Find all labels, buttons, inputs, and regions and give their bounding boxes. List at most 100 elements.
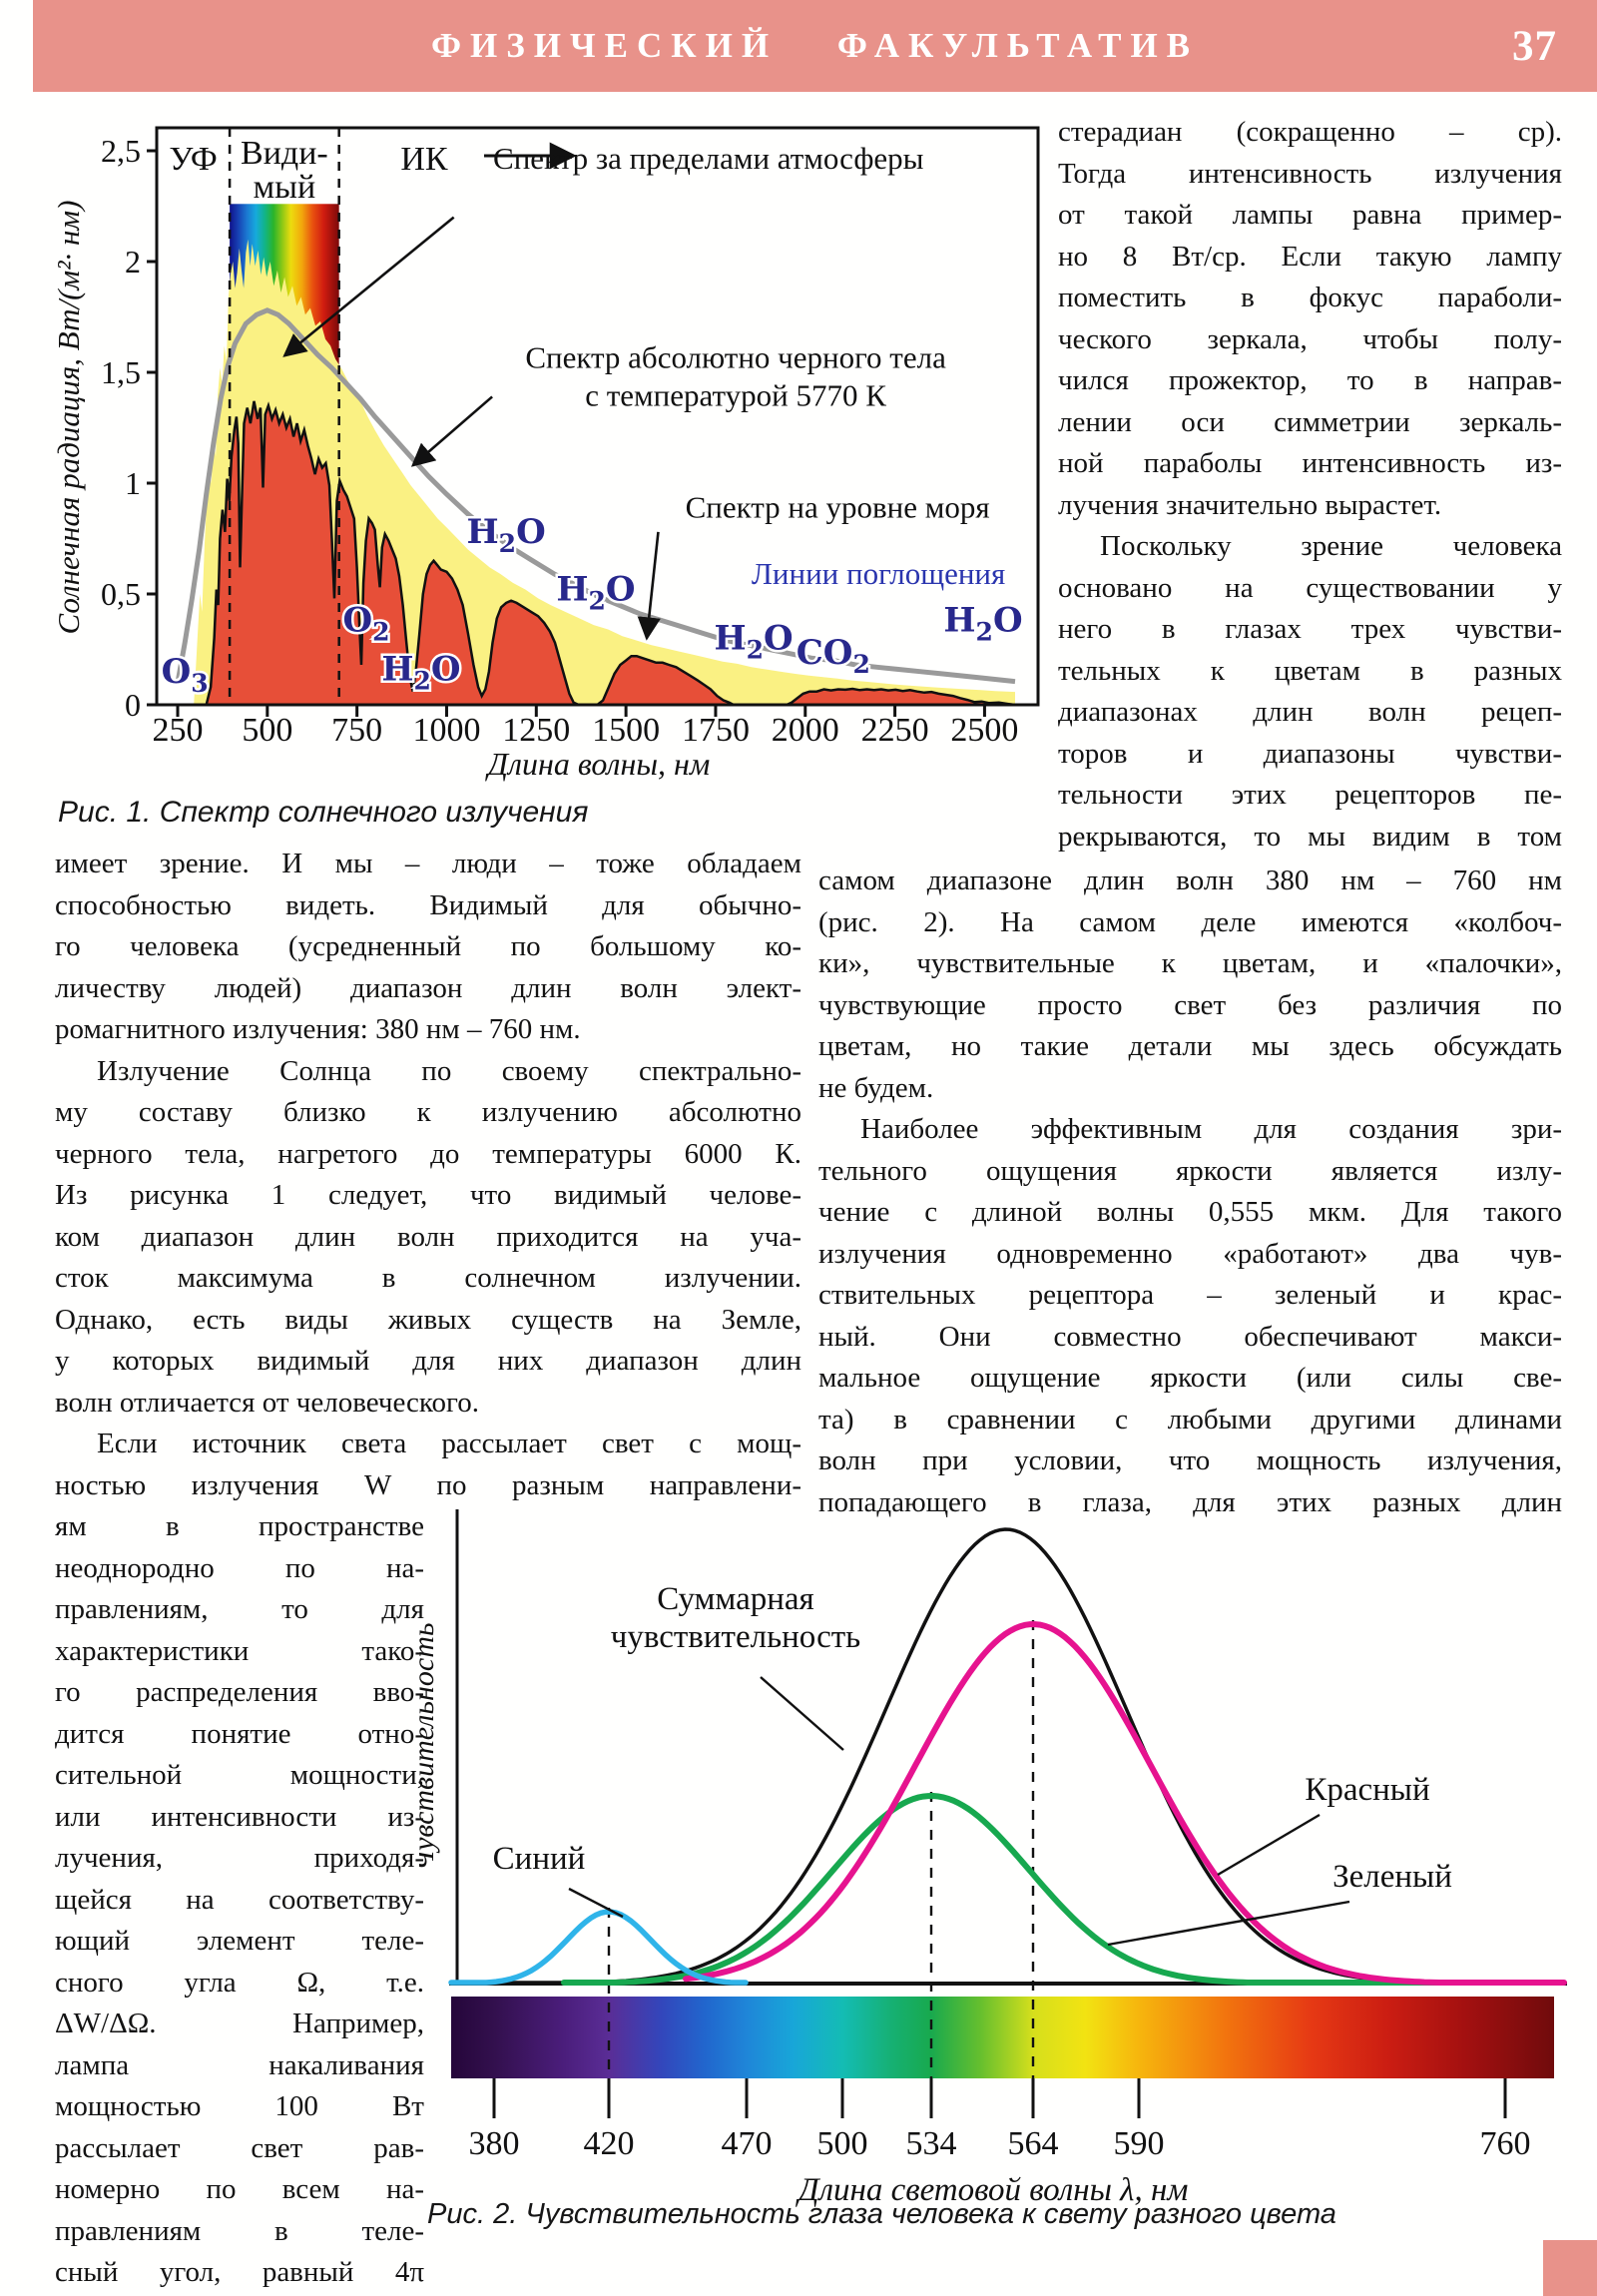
- curve-label: Зеленый: [1332, 1859, 1452, 1895]
- molecule-label: CO2: [797, 633, 870, 679]
- curve-label-pointer: [568, 1887, 624, 1919]
- text-line: черного тела, нагретого до температуры 6…: [55, 1137, 801, 1170]
- text-line: мальное ощущение яркости (или силы све-: [818, 1362, 1562, 1394]
- spectrum-bar: [451, 1997, 1554, 2078]
- text-line: поместить в фокус параболи-: [1058, 282, 1562, 313]
- text-line: Однако, есть виды живых существ на Земле…: [55, 1303, 801, 1336]
- molecule-label: O3: [162, 652, 209, 698]
- y-tick-label: 1,5: [101, 354, 141, 390]
- curve-label: чувствительность: [611, 1619, 860, 1655]
- text-line: рекрываются, то мы видим в том: [1058, 820, 1562, 853]
- text-line: го распределения вво-: [55, 1676, 424, 1708]
- text-line: ческого зеркала, чтобы полу-: [1058, 322, 1562, 355]
- ir-region-label: ИК: [400, 141, 448, 178]
- solar-spectrum-svg: 0 0,5 1 1,5 2 2,5 250 500 750 1000 1250 1500 1750 200…: [55, 126, 1040, 782]
- text-line: волн отличается от человеческого.: [55, 1386, 479, 1419]
- molecule-label: H2O: [943, 601, 1022, 647]
- curve-label-pointer: [1107, 1900, 1350, 1947]
- text-line: лении оси симметрии зеркаль-: [1058, 405, 1562, 438]
- y-axis-title: Солнечная радиация, Вт/(м²· нм): [55, 201, 86, 635]
- text-line: Тогда интенсивность излучения: [1058, 157, 1562, 190]
- text-line: го человека (усредненный по большому ко-: [55, 930, 801, 962]
- text-line: от такой лампы равна пример-: [1058, 199, 1562, 231]
- text-line: лучения, приходя-: [55, 1842, 424, 1874]
- y-tick-label: 0: [125, 687, 141, 723]
- x-tick-label: 500: [817, 2125, 868, 2162]
- text-line: характеристики тако-: [55, 1634, 424, 1667]
- annotation-text: Спектр абсолютно черного тела: [525, 340, 946, 375]
- text-line: правлениям в теле-: [55, 2214, 424, 2247]
- text-line: Поскольку зрение человека: [1100, 530, 1562, 562]
- x-tick-label: 1750: [682, 712, 750, 749]
- text-line: Излучение Солнца по своему спектрально-: [97, 1054, 801, 1087]
- visible-region-label: Види-: [241, 135, 328, 172]
- text-line: дится понятие отно-: [55, 1717, 424, 1750]
- x-tick-label: 470: [722, 2125, 773, 2162]
- text-line: тельности этих рецепторов пе-: [1058, 779, 1562, 811]
- text-line: не будем.: [818, 1071, 934, 1104]
- x-tick-label: 1500: [592, 712, 660, 749]
- x-tick-label: 534: [906, 2125, 957, 2162]
- text-line: сительной мощности,: [55, 1759, 424, 1791]
- text-line: тельных к цветам в разных: [1058, 654, 1562, 687]
- text-line: Если источник света рассылает свет с мощ…: [97, 1428, 801, 1459]
- text-line: волн при условии, что мощность излучения…: [818, 1444, 1562, 1476]
- x-tick-label: 590: [1114, 2125, 1165, 2162]
- text-line: ком диапазон длин волн приходится на уча…: [55, 1220, 801, 1253]
- text-line: ностью излучения W по разным направлени-: [55, 1468, 801, 1501]
- x-tick-label: 1250: [502, 712, 570, 749]
- header-title: ФИЗИЧЕСКИЙ ФАКУЛЬТАТИВ: [430, 26, 1200, 65]
- text-line: ствительных рецептора – зеленый и крас-: [818, 1279, 1562, 1311]
- figure-1-caption: Рис. 1. Спектр солнечного излучения: [58, 796, 589, 829]
- x-tick-label: 1000: [412, 712, 480, 749]
- text-line: стерадиан (сокращенно – ср).: [1058, 116, 1562, 148]
- text-column-right-wide: самом диапазоне длин волн 380 нм – 760 н…: [818, 861, 1562, 1523]
- x-tick-label: 420: [584, 2125, 635, 2162]
- text-line: торов и диапазоны чувстви-: [1058, 737, 1562, 770]
- molecule-label: H2O: [714, 619, 793, 665]
- x-tick-label: 2000: [772, 712, 839, 749]
- text-line: ный. Они совместно обеспечивают макси-: [818, 1320, 1562, 1353]
- y-tick-label: 2: [125, 244, 141, 280]
- annotation-text: Линии поглощения: [752, 556, 1005, 591]
- blackbody-curve: [175, 307, 1016, 685]
- annotation-arrow: [410, 395, 493, 467]
- x-tick-label: 500: [242, 712, 292, 749]
- text-line: основано на существовании у: [1058, 571, 1562, 604]
- text-line: ям в пространстве: [55, 1510, 424, 1542]
- x-tick-label: 750: [331, 712, 382, 749]
- page-number: 37: [1512, 23, 1557, 70]
- uv-region-label: УФ: [169, 141, 217, 178]
- y-tick-label: 0,5: [101, 576, 141, 612]
- figure-2-eye-sensitivity-chart: Суммарная чувствительность Синий Красный Зел…: [419, 1497, 1587, 2256]
- text-line: Из рисунка 1 следует, что видимый челове…: [55, 1179, 801, 1211]
- text-line: ной параболы интенсивность из-: [1058, 447, 1562, 479]
- x-tick-label: 760: [1480, 2125, 1531, 2162]
- text-line: попадающего в глаза, для этих разных дли…: [818, 1485, 1562, 1518]
- visible-region-label: мый: [254, 169, 316, 206]
- text-line: (рис. 2). На самом деле имеются «колбоч-: [818, 905, 1562, 938]
- x-tick-label: 564: [1008, 2125, 1059, 2162]
- annotation-text: с температурой 5770 К: [585, 378, 886, 413]
- x-tick-label: 250: [153, 712, 204, 749]
- text-line: или интенсивности из-: [55, 1800, 424, 1833]
- text-line: лампа накаливания: [55, 2048, 424, 2081]
- annotation-arrow: [282, 216, 455, 357]
- text-line: него в глазах трех чувстви-: [1058, 613, 1562, 645]
- text-line: излучения одновременно «работают» два чу…: [818, 1237, 1562, 1270]
- annotation-text: Спектр за пределами атмосферы: [493, 141, 924, 176]
- sensitivity-curve: [683, 1621, 1567, 1986]
- text-line: щейся на соответству-: [55, 1883, 424, 1916]
- header-bar: ФИЗИЧЕСКИЙ ФАКУЛЬТАТИВ 37: [33, 0, 1597, 92]
- x-tick-label: 2250: [861, 712, 929, 749]
- text-line: личеству людей) диапазон длин волн элект…: [55, 971, 801, 1004]
- text-line: цветам, но такие детали мы здесь обсужда…: [818, 1030, 1562, 1062]
- corner-decoration: [1543, 2240, 1597, 2296]
- text-line: му составу близко к излучению абсолютно: [55, 1096, 801, 1128]
- curve-label: Красный: [1305, 1772, 1429, 1808]
- curve-label-pointer: [1217, 1813, 1321, 1877]
- annotation-text: Спектр на уровне моря: [686, 489, 990, 524]
- plot-frame: [155, 126, 1040, 707]
- text-line: самом диапазоне длин волн 380 нм – 760 н…: [818, 864, 1562, 896]
